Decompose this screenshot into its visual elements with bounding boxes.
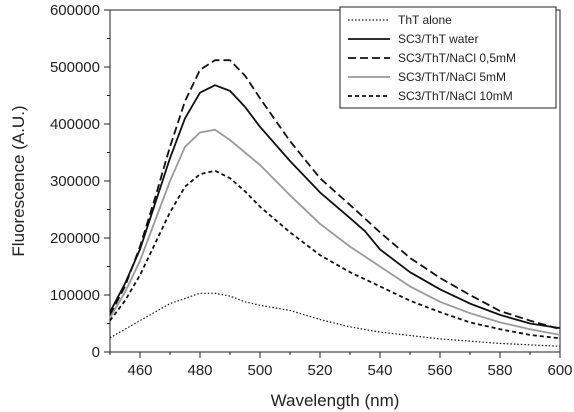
series-line-1	[109, 292, 561, 347]
y-tick-label: 300000	[50, 173, 100, 190]
y-axis-label: Fluorescence (A.U.)	[9, 105, 28, 256]
legend-label: SC3/ThT/NaCl 5mM	[398, 70, 506, 84]
y-tick-label: 200000	[50, 230, 100, 247]
x-tick-label: 480	[187, 362, 212, 379]
x-tick-label: 500	[247, 362, 272, 379]
series-line-4	[109, 128, 561, 336]
x-tick-label: 520	[307, 362, 332, 379]
x-tick-label: 580	[487, 362, 512, 379]
y-tick-label: 600000	[50, 2, 100, 19]
series-line-3	[109, 59, 561, 331]
y-tick-label: 500000	[50, 59, 100, 76]
x-tick-label: 460	[127, 362, 152, 379]
y-tick-label: 100000	[50, 287, 100, 304]
axes: 0 100000 200000 300000 400000 500000 600000 460…	[50, 2, 573, 379]
series-line-5	[109, 169, 561, 340]
x-tick-label: 540	[367, 362, 392, 379]
legend-label: SC3/ThT/NaCl 10mM	[398, 89, 513, 103]
x-axis-label: Wavelength (nm)	[271, 391, 400, 410]
y-tick-label: 400000	[50, 116, 100, 133]
legend-label: SC3/ThT water	[398, 32, 478, 46]
y-tick-label: 0	[92, 344, 100, 361]
series-line-2	[109, 84, 561, 329]
legend-label: SC3/ThT/NaCl 0,5mM	[398, 51, 516, 65]
x-tick-label: 560	[427, 362, 452, 379]
legend: ThT alone SC3/ThT water SC3/ThT/NaCl 0,5mM…	[339, 6, 557, 109]
x-tick-label: 600	[547, 362, 572, 379]
legend-label: ThT alone	[398, 13, 452, 27]
series-lines	[109, 59, 561, 347]
